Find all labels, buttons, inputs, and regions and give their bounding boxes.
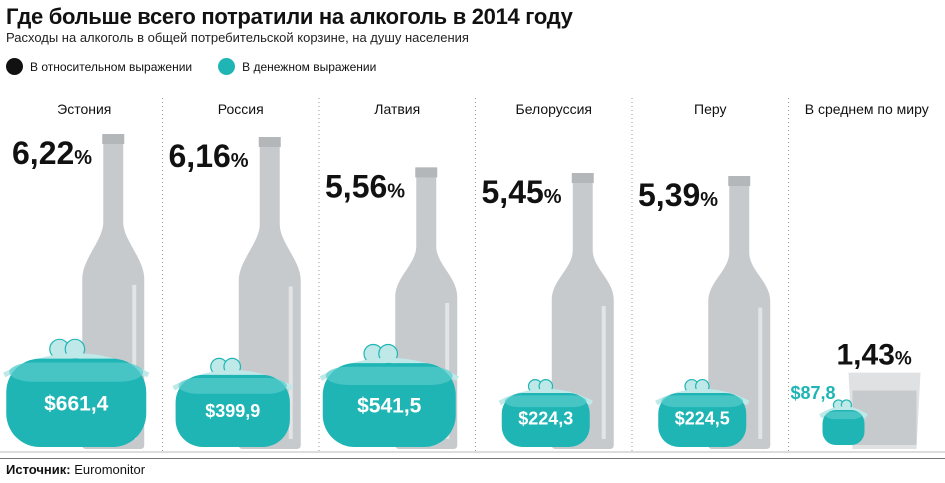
percent-label: 5,45% [482, 174, 562, 210]
chart-title: Где больше всего потратили на алкоголь в… [6, 4, 573, 29]
category-label: Россия [218, 101, 264, 117]
legend-label-relative: В относительном выражении [30, 59, 193, 74]
column-2: Латвия 5,56% $541,5 [319, 101, 459, 449]
percent-label: 5,56% [325, 168, 405, 204]
column-3: Белоруссия 5,45% $224,3 [482, 101, 614, 449]
purse-highlight [178, 378, 287, 394]
bottle-cap [728, 176, 751, 187]
purse-highlight [9, 362, 144, 382]
money-label: $661,4 [44, 393, 109, 416]
legend-item-money: В денежном выражении [218, 58, 376, 75]
column-1: Россия 6,16% $399,9 [169, 101, 301, 450]
category-label: Белоруссия [516, 101, 593, 117]
purse-highlight [661, 395, 744, 408]
percent-sign: % [387, 180, 405, 202]
money-label: $224,3 [518, 409, 573, 429]
percent-sign: % [544, 186, 562, 208]
legend-item-relative: В относительном выражении [6, 58, 192, 75]
bottle-cap [571, 172, 594, 183]
bottle-bar [238, 137, 301, 450]
legend-dot-teal-icon [218, 58, 236, 75]
column-0: Эстония 6,22% $661,4 [3, 101, 150, 449]
column-5: В среднем по миру 1,43%$87,8 [791, 101, 929, 449]
source-label: Источник: [6, 462, 71, 477]
source-note: Источник: Euromonitor [6, 462, 145, 477]
percent-sign: % [895, 349, 912, 370]
percent-sign: % [700, 189, 718, 211]
column-4: Перу 5,39% $224,5 [638, 101, 771, 450]
money-label: $87,8 [791, 383, 836, 403]
purse-highlight [504, 395, 587, 408]
percent-label: 6,16% [169, 138, 249, 174]
purse-highlight [325, 366, 453, 385]
percent-label: 1,43% [837, 339, 912, 372]
bottle-cap [258, 137, 281, 148]
percent-sign: % [74, 147, 92, 169]
purse-frame [819, 406, 868, 419]
legend-dot-black-icon [6, 58, 23, 75]
purse-highlight [825, 411, 862, 420]
footer-divider [0, 458, 945, 459]
category-label: Латвия [374, 101, 420, 117]
percent-label: 6,22% [12, 135, 92, 171]
money-label: $399,9 [205, 401, 260, 421]
bottle-bar [551, 172, 614, 449]
bottle-bar [708, 176, 771, 450]
category-label: Перу [694, 101, 726, 117]
category-label: В среднем по миру [805, 101, 929, 117]
source-value: Euromonitor [74, 462, 146, 477]
money-label: $224,5 [675, 409, 730, 429]
bottle-cap [102, 134, 125, 144]
legend-label-money: В денежном выражении [242, 59, 377, 74]
category-label: Эстония [57, 101, 111, 117]
legend: В относительном выражении В денежном выр… [6, 58, 402, 75]
percent-label: 5,39% [638, 177, 718, 213]
bottle-cap [415, 167, 438, 178]
percent-sign: % [231, 150, 249, 172]
chart-subtitle: Расходы на алкоголь в общей потребительс… [6, 30, 469, 45]
money-label: $541,5 [357, 394, 422, 417]
